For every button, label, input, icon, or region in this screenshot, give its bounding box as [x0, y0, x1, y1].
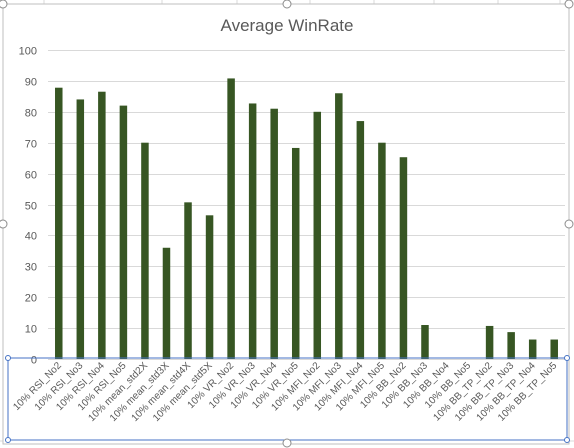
y-axis-tick-labels: 0 10 20 30 40 50 60 70 80 90 100: [19, 46, 37, 367]
bar[interactable]: [356, 121, 365, 359]
bar[interactable]: [507, 332, 515, 359]
y-tick-label: 20: [25, 293, 37, 305]
y-tick-label: 40: [25, 231, 37, 243]
bar[interactable]: [421, 325, 429, 359]
chart-handle-top-right[interactable]: [564, 0, 574, 9]
y-tick-label: 10: [25, 324, 37, 336]
bar[interactable]: [335, 93, 343, 359]
y-tick-label: 60: [25, 170, 37, 182]
bar[interactable]: [227, 78, 235, 360]
y-tick-label: 30: [25, 262, 37, 274]
bar[interactable]: [184, 202, 192, 359]
y-tick-label: 0: [31, 355, 37, 367]
chart-handle-middle-left[interactable]: [0, 219, 8, 229]
y-tick-label: 80: [25, 108, 37, 120]
bar[interactable]: [205, 215, 214, 359]
chart-title: Average WinRate: [221, 16, 354, 35]
chart-handle-middle-right[interactable]: [564, 219, 574, 229]
y-tick-label: 50: [25, 201, 37, 213]
bar[interactable]: [485, 325, 494, 359]
bar-series[interactable]: [55, 78, 558, 360]
chart-handle-top-center[interactable]: [282, 0, 292, 9]
chart-handle-bottom-center[interactable]: [282, 438, 292, 448]
bar[interactable]: [399, 157, 408, 359]
bar[interactable]: [550, 339, 558, 359]
y-tick-label: 90: [25, 77, 37, 89]
y-tick-label: 70: [25, 139, 37, 151]
bar[interactable]: [378, 142, 386, 359]
axis-handle-bottom-left[interactable]: [5, 437, 11, 443]
bar[interactable]: [270, 108, 278, 360]
bar[interactable]: [528, 339, 537, 359]
bar[interactable]: [291, 147, 300, 359]
axis-handle-top-left[interactable]: [5, 355, 11, 361]
chart-handle-top-left[interactable]: [0, 0, 8, 9]
bar[interactable]: [248, 103, 257, 360]
y-tick-label: 100: [19, 46, 37, 58]
axis-handle-top-right[interactable]: [564, 355, 570, 361]
bar[interactable]: [76, 99, 85, 359]
bar[interactable]: [313, 111, 322, 359]
axis-handle-bottom-right[interactable]: [564, 437, 570, 443]
gridlines: [48, 50, 565, 329]
bar[interactable]: [98, 91, 106, 360]
bar[interactable]: [141, 142, 149, 359]
axis-selection-handles[interactable]: [5, 355, 570, 443]
bar[interactable]: [119, 105, 128, 360]
bar[interactable]: [162, 247, 171, 359]
bar[interactable]: [55, 87, 63, 359]
